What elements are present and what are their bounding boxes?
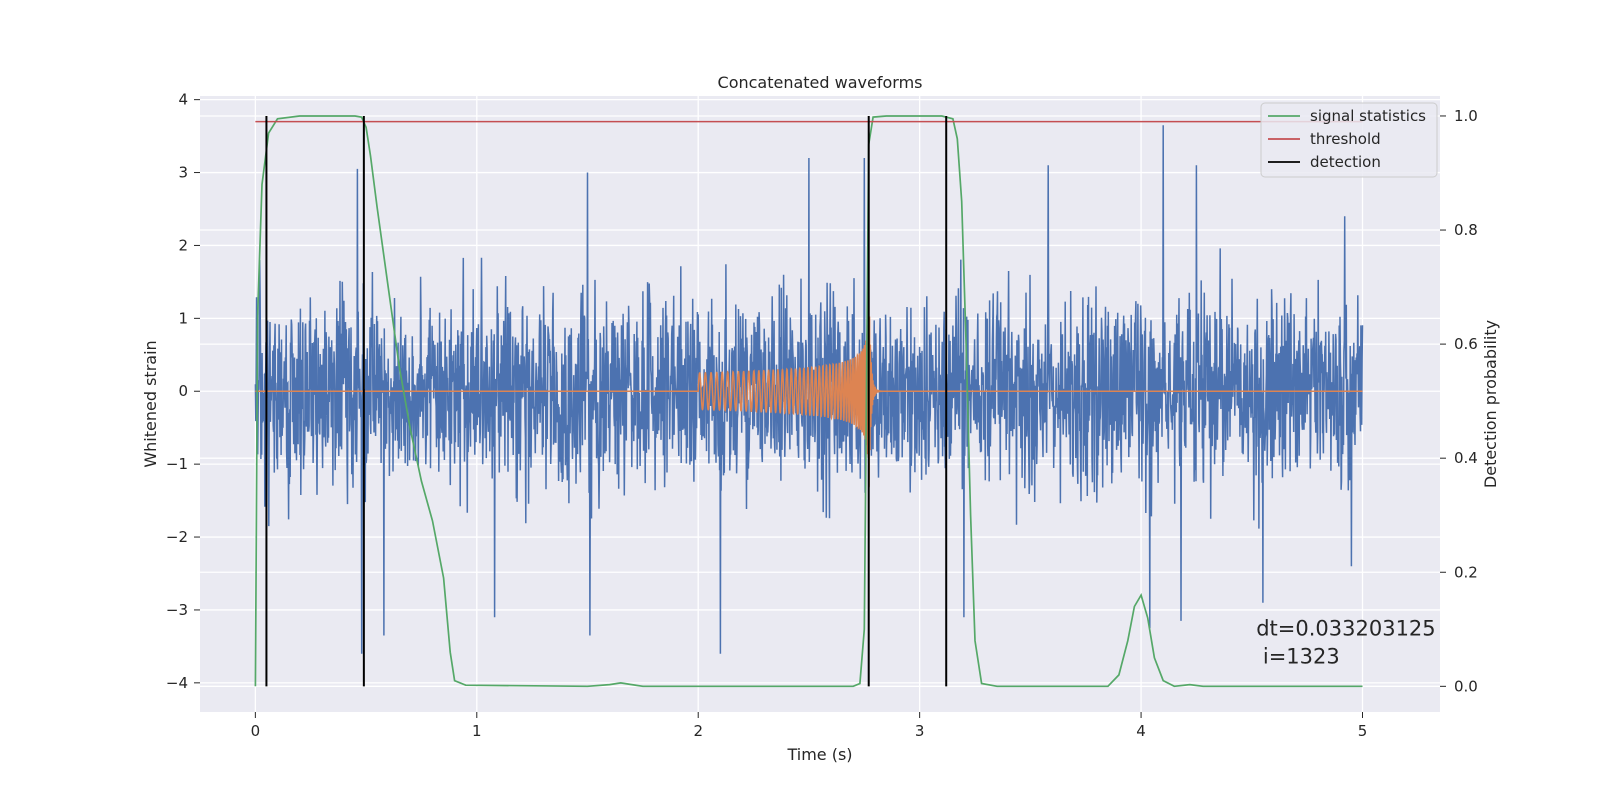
annotation: dt=0.033203125 i=1323 [1256, 616, 1435, 668]
y-tick-label: 1 [178, 309, 188, 327]
y-tick-label: −3 [166, 601, 188, 619]
y2-tick-label: 0.2 [1454, 563, 1478, 581]
x-tick-label: 2 [693, 722, 703, 740]
y-tick-label: 4 [178, 91, 188, 109]
legend-box [1260, 102, 1438, 178]
y-axis-ticks: −4 −3 −2 −1 0 1 2 3 4 [166, 91, 200, 692]
legend-label-detection: detection [1310, 153, 1381, 171]
signal-statistics-line [254, 115, 1363, 688]
annotation-dt: dt=0.033203125 [1256, 616, 1435, 640]
annotation-index: i=1323 [1256, 644, 1340, 668]
y-tick-label: −4 [166, 674, 188, 692]
legend: signal statistics threshold detection [1260, 102, 1438, 178]
y-axis-label: Whitened strain [141, 340, 160, 467]
y-tick-label: −2 [166, 528, 188, 546]
x-tick-label: 0 [251, 722, 261, 740]
x-axis-ticks: 0 1 2 3 4 5 [251, 712, 1368, 740]
x-axis-label: Time (s) [786, 745, 852, 764]
strain-noise-line [254, 125, 1364, 654]
y-tick-label: −1 [166, 455, 188, 473]
series-layer [254, 115, 1364, 688]
y-tick-label: 2 [178, 236, 188, 254]
chirp-signal-line [255, 272, 1363, 488]
y2-axis-ticks: 0.0 0.2 0.4 0.6 0.8 1.0 [1440, 107, 1478, 695]
y2-tick-label: 1.0 [1454, 107, 1478, 125]
y2-tick-label: 0.6 [1454, 335, 1478, 353]
y2-axis-label: Detection probability [1481, 320, 1500, 488]
y2-tick-label: 0.4 [1454, 449, 1478, 467]
x-tick-label: 5 [1358, 722, 1368, 740]
x-tick-label: 3 [915, 722, 925, 740]
y2-tick-label: 0.8 [1454, 221, 1478, 239]
y2-tick-label: 0.0 [1454, 677, 1478, 695]
y-tick-label: 0 [178, 382, 188, 400]
y-tick-label: 3 [178, 164, 188, 182]
legend-label-threshold: threshold [1310, 130, 1381, 148]
chart-title: Concatenated waveforms [718, 73, 923, 92]
detection-lines [265, 115, 948, 687]
legend-label-signal-statistics: signal statistics [1310, 107, 1426, 125]
x-tick-label: 1 [472, 722, 482, 740]
x-tick-label: 4 [1136, 722, 1146, 740]
